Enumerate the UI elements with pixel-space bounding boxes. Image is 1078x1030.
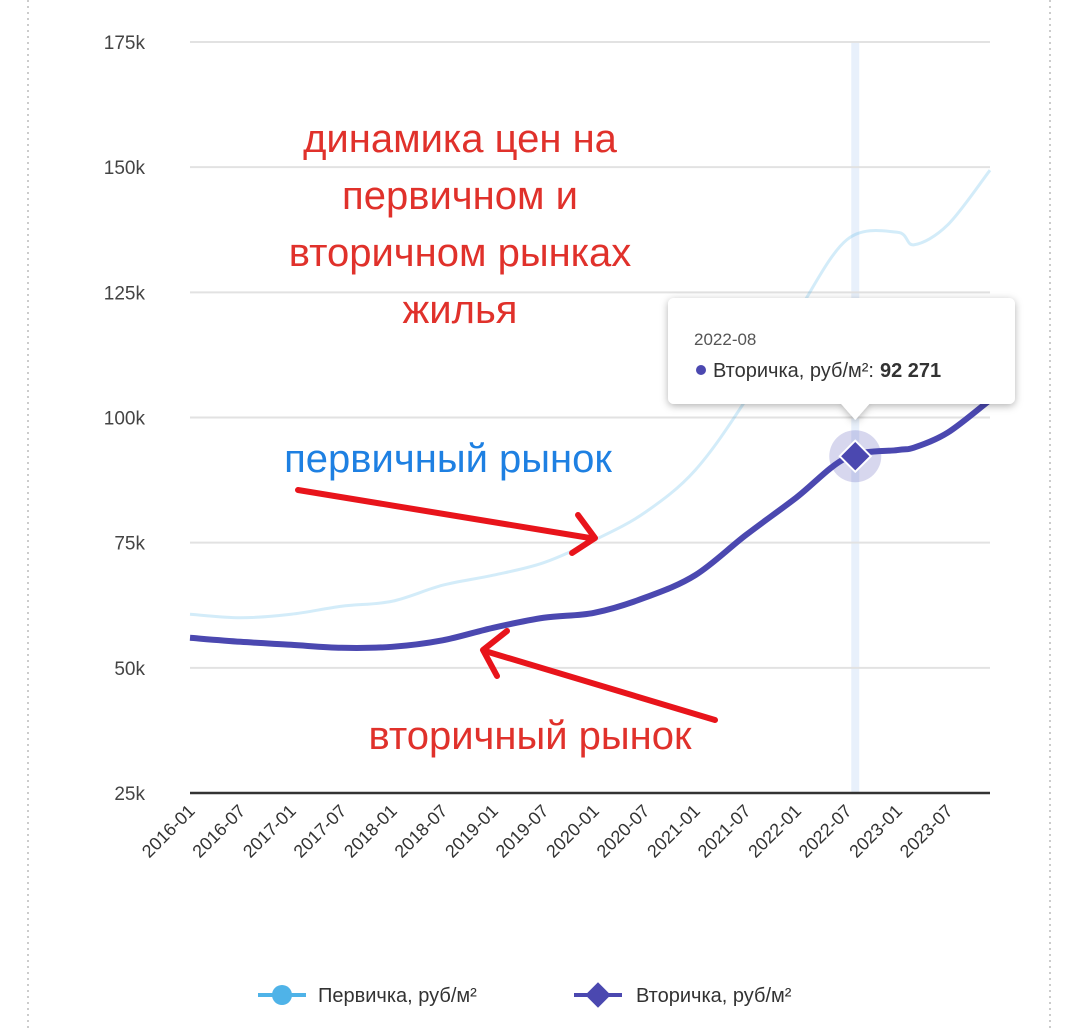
y-tick-label: 175k [104, 33, 146, 54]
legend-marker [272, 985, 292, 1005]
tooltip-label: Вторичка, руб/м²: [713, 360, 874, 382]
title-line: первичном и [342, 174, 578, 218]
y-tick-label: 75k [114, 534, 145, 555]
annotation: вторичный рынок [368, 714, 692, 758]
y-tick-label: 100k [104, 409, 146, 430]
y-tick-label: 150k [104, 158, 146, 179]
legend-marker [585, 982, 611, 1008]
title-line: вторичном рынках [289, 231, 632, 275]
line-series [189, 169, 992, 620]
title-line: динамика цен на [303, 117, 618, 161]
annotation: первичный рынок [284, 437, 612, 481]
legend-label: Первичка, руб/м² [318, 985, 477, 1007]
x-tick-label: 2019-07 [492, 801, 553, 862]
arrows [295, 487, 718, 723]
tooltip-text: Вторичка, руб/м²: 92 271 [713, 360, 941, 382]
y-tick-label: 50k [114, 659, 145, 680]
line-series [189, 397, 992, 651]
x-tick-label: 2017-01 [239, 801, 300, 862]
x-tick-label: 2023-01 [845, 801, 906, 862]
x-tick-label: 2019-01 [441, 801, 502, 862]
x-tick-label: 2020-07 [593, 801, 654, 862]
title-line: жилья [403, 288, 518, 332]
x-tick-label: 2018-01 [340, 801, 401, 862]
x-tick-label: 2021-01 [643, 801, 704, 862]
x-tick-label: 2017-07 [290, 801, 351, 862]
x-tick-label: 2020-01 [542, 801, 603, 862]
tooltip-value: 92 271 [880, 360, 941, 382]
legend-label: Вторичка, руб/м² [636, 985, 792, 1007]
tooltip-dot [696, 365, 706, 375]
tooltip-box [668, 298, 1015, 420]
hover-point [838, 439, 873, 474]
x-tick-label: 2021-07 [694, 801, 755, 862]
x-tick-label: 2016-07 [188, 801, 249, 862]
x-tick-label: 2016-01 [138, 801, 199, 862]
x-tick-label: 2023-07 [896, 801, 957, 862]
y-tick-label: 125k [104, 283, 146, 304]
y-tick-label: 25k [114, 784, 145, 805]
x-tick-label: 2018-07 [391, 801, 452, 862]
x-tick-label: 2022-07 [795, 801, 856, 862]
tooltip-x: 2022-08 [694, 330, 756, 349]
x-tick-label: 2022-01 [744, 801, 805, 862]
